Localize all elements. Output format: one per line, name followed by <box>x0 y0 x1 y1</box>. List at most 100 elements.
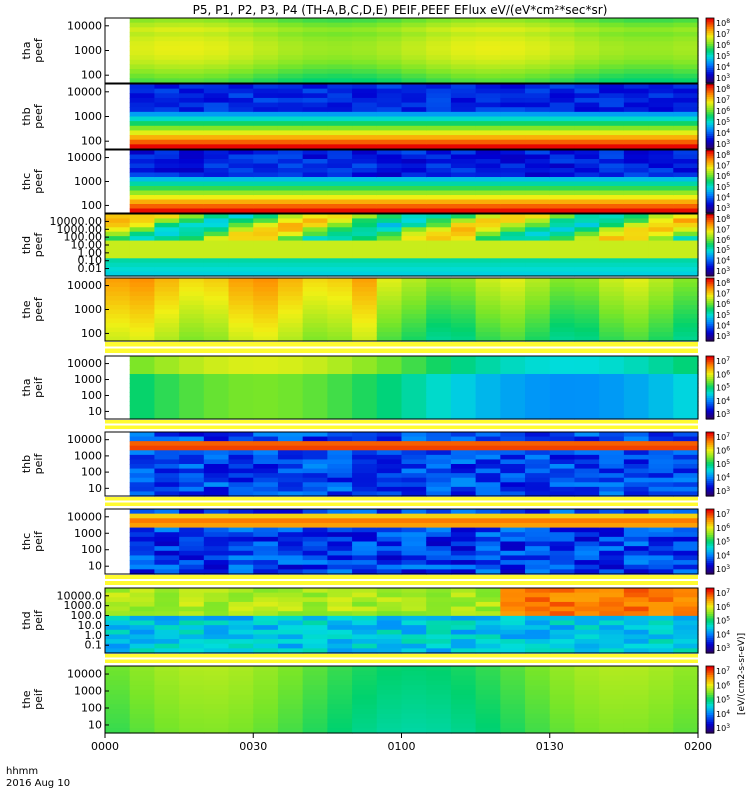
panel-ylabel: the <box>20 690 33 708</box>
heatmap-cell <box>179 214 205 220</box>
heatmap-cell <box>549 670 576 677</box>
heatmap-cell <box>549 597 576 603</box>
colorbar-segment <box>706 491 714 495</box>
heatmap-cell <box>549 327 576 333</box>
y-tick-label: 100.0 <box>71 609 103 622</box>
colorbar-segment <box>706 305 714 308</box>
heatmap-cell <box>327 208 353 214</box>
heatmap-cell <box>450 468 477 474</box>
heatmap-cell <box>648 214 674 220</box>
heatmap-cell <box>648 41 674 47</box>
heatmap-cell <box>599 378 625 384</box>
heatmap-cell <box>179 550 205 557</box>
heatmap-cell <box>401 327 427 333</box>
heatmap-cell <box>500 532 526 538</box>
heatmap-cell <box>277 459 304 465</box>
heatmap-cell <box>228 249 254 255</box>
heatmap-cell <box>401 125 427 132</box>
heatmap-cell <box>673 383 699 389</box>
heatmap-cell <box>253 222 279 228</box>
panel-ylabel: tha <box>20 41 33 59</box>
colorbar-segment <box>706 26 714 30</box>
heatmap-cell <box>179 360 205 366</box>
heatmap-cell <box>253 135 279 141</box>
heatmap-cell <box>179 227 205 233</box>
heatmap-cell <box>203 218 230 224</box>
heatmap-cell <box>525 611 551 617</box>
heatmap-cell <box>525 195 551 201</box>
heatmap-cell <box>376 121 403 127</box>
heatmap-cell <box>203 445 230 451</box>
heatmap-cell <box>376 318 403 324</box>
heatmap-cell <box>179 18 205 24</box>
colorbar-segment <box>706 204 714 208</box>
heatmap-cell <box>450 36 477 42</box>
heatmap-cell <box>277 130 304 136</box>
heatmap-cell <box>475 168 501 174</box>
heatmap-cell <box>376 564 403 570</box>
heatmap-cell <box>129 64 156 70</box>
heatmap-cell <box>228 45 254 52</box>
heatmap-cell <box>599 383 625 389</box>
heatmap-cell <box>623 116 650 122</box>
heatmap-cell <box>648 181 674 187</box>
heatmap-cell <box>129 50 156 56</box>
heatmap-cell <box>549 236 576 242</box>
heatmap-cell <box>105 135 131 141</box>
heatmap-cell <box>500 163 526 169</box>
heatmap-cell <box>549 69 576 75</box>
colorbar-segment <box>706 61 714 65</box>
heatmap-cell <box>253 383 279 389</box>
heatmap-cell <box>426 527 452 533</box>
heatmap-cell <box>549 150 576 156</box>
panel-ylabel: peif <box>32 453 45 475</box>
heatmap-cell <box>277 214 304 220</box>
heatmap-cell <box>648 97 674 104</box>
heatmap-cell <box>302 125 328 132</box>
heatmap-cell <box>525 541 551 547</box>
time-tick-label: 0200 <box>684 740 712 753</box>
heatmap-cell <box>401 643 427 649</box>
heatmap-cell <box>179 181 205 187</box>
colorbar-segment <box>706 474 714 478</box>
heatmap-cell <box>376 445 403 451</box>
heatmap-cell <box>599 116 625 122</box>
heatmap-cell <box>500 31 526 38</box>
heatmap-cell <box>253 336 279 342</box>
heatmap-cell <box>376 432 403 438</box>
heatmap-cell <box>500 218 526 224</box>
heatmap-cell <box>450 227 477 233</box>
heatmap-cell <box>525 208 551 214</box>
heatmap-cell <box>302 414 328 420</box>
heatmap-cell <box>450 454 477 461</box>
heatmap-cell <box>648 69 674 75</box>
heatmap-cell <box>648 287 674 293</box>
heatmap-cell <box>549 177 576 183</box>
heatmap-cell <box>179 31 205 38</box>
colorbar-segment <box>706 245 714 248</box>
heatmap-cell <box>203 491 230 497</box>
heatmap-cell <box>648 204 674 210</box>
heatmap-cell <box>352 718 378 725</box>
heatmap-cell <box>154 116 180 122</box>
heatmap-cell <box>426 536 452 543</box>
heatmap-cell <box>179 648 205 654</box>
heatmap-cell <box>129 555 156 561</box>
heatmap-cell <box>327 231 353 237</box>
heatmap-cell <box>475 102 501 108</box>
heatmap-cell <box>203 532 230 538</box>
colorbar-tick-label: 107 <box>716 29 730 39</box>
heatmap-cell <box>500 606 526 612</box>
heatmap-cell <box>277 208 304 214</box>
heatmap-cell <box>376 236 403 242</box>
heatmap-cell <box>500 477 526 483</box>
heatmap-cell <box>376 387 403 393</box>
heatmap-cell <box>105 396 131 402</box>
heatmap-cell <box>179 204 205 210</box>
heatmap-cell <box>623 459 650 465</box>
heatmap-cell <box>277 135 304 141</box>
heatmap-cell <box>105 666 131 672</box>
heatmap-cell <box>179 694 205 701</box>
heatmap-cell <box>302 222 328 228</box>
heatmap-cell <box>179 190 205 196</box>
